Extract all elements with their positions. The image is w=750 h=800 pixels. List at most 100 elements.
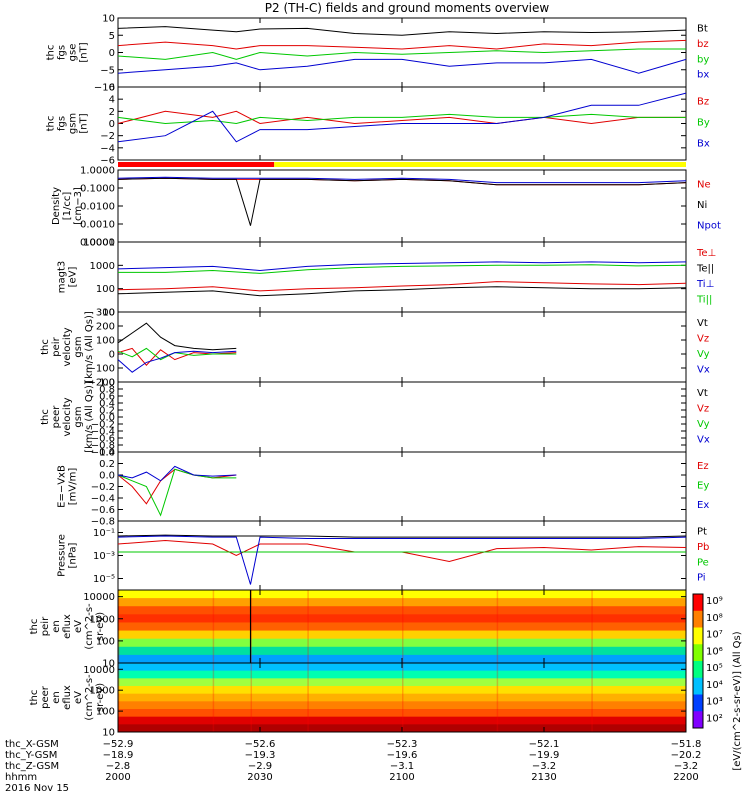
spectrogram-streak <box>118 663 120 732</box>
y-tick-label: 0.8 <box>99 385 115 396</box>
colorbar-tick-label: 10⁶ <box>706 646 723 657</box>
legend-entry: Pe <box>697 557 709 568</box>
y-axis-label: eflux <box>62 685 73 710</box>
y-tick-label: 0.1000 <box>80 184 115 195</box>
spectrogram-streak <box>402 663 404 732</box>
legend-entry: Npot <box>697 221 721 232</box>
legend-entry: Vz <box>697 403 709 414</box>
x-axis-value: 2000 <box>105 772 130 783</box>
y-axis-label: fgs <box>57 116 68 131</box>
colorbar-segment <box>693 694 703 712</box>
panel-fgs_dsl: 10 5 0 −5 −10 thc fgs gse [nT] Bt bz by bx <box>46 14 710 94</box>
y-axis-label: velocity <box>62 327 73 366</box>
series-line-Bt <box>117 26 687 36</box>
series-line-Vz <box>117 347 237 366</box>
y-axis-label: [nT] <box>79 113 90 133</box>
spectrogram-peer_eflux <box>118 663 686 733</box>
y-tick-label: 10 <box>102 659 115 670</box>
panel-density: 1.0000 0.1000 0.0100 0.0010 0.0001 Density [1/… <box>51 166 721 249</box>
panel-peir_velocity: 300 200 100 0 −100 −200 thc peir velocity gsm [km/… <box>40 308 710 389</box>
y-tick-label: −0.8 <box>91 517 115 528</box>
y-tick-label: 5 <box>109 31 115 42</box>
y-tick-label: 0.2 <box>99 459 115 470</box>
y-tick-label: 10⁻³ <box>93 551 115 562</box>
panel-frame <box>117 241 687 313</box>
x-axis-value: −52.1 <box>529 739 560 750</box>
spectrogram-band <box>118 701 686 710</box>
spectrogram-streak <box>496 590 499 663</box>
y-tick-label: 100 <box>96 336 115 347</box>
legend-entry: Vt <box>697 388 708 399</box>
y-axis-label: en <box>51 620 62 633</box>
colorbar-tick-label: 10³ <box>706 697 723 708</box>
x-axis-value: 2130 <box>531 772 556 783</box>
colorbar-tick-label: 10⁹ <box>706 596 723 607</box>
y-tick-label: 0 <box>109 350 115 361</box>
y-axis-label: sr-eV) <box>95 612 106 641</box>
y-tick-label: 0.4 <box>99 399 115 410</box>
y-axis-label: en <box>51 691 62 704</box>
y-axis-label: peer <box>40 685 51 709</box>
x-axis-value: −20.2 <box>671 750 702 761</box>
y-tick-label: −0.8 <box>91 441 115 452</box>
y-tick-label: −2 <box>100 131 115 142</box>
x-axis-row-label: hhmm <box>5 772 37 783</box>
panel-frame <box>117 169 687 243</box>
colorbar-tick-label: 10² <box>706 713 723 724</box>
y-tick-label: 100 <box>96 707 115 718</box>
legend-entry: Ez <box>697 461 709 472</box>
panel-frame <box>117 17 687 88</box>
y-axis-label: peer <box>51 405 62 429</box>
x-axis-value: −52.6 <box>245 739 276 750</box>
x-axis-value: −18.9 <box>103 750 134 761</box>
x-axis-date: 2016 Nov 15 <box>5 783 69 794</box>
series-line-Vx <box>117 350 237 373</box>
spectrogram-band <box>118 622 686 632</box>
colorbar-label: [eV/(cm^2-s-sr-eV)] (All Qs) <box>732 631 743 770</box>
y-tick-label: 10⁻⁵ <box>93 574 115 585</box>
panel-frame <box>117 451 687 522</box>
spectrogram-band <box>118 716 686 725</box>
y-tick-label: 10000 <box>83 238 115 249</box>
x-axis-value: −2.8 <box>106 761 130 772</box>
y-tick-label: −0.2 <box>91 482 115 493</box>
spectrogram-streak <box>402 590 404 663</box>
y-axis-label: peir <box>51 336 62 356</box>
y-axis-label: sr-eV) <box>95 683 106 712</box>
y-tick-label: 1000 <box>90 261 115 272</box>
y-tick-label: 0.4 <box>99 448 115 459</box>
y-axis-label: eV <box>73 620 84 633</box>
y-tick-label: 10 <box>102 308 115 319</box>
spectrogram-streak <box>591 590 593 663</box>
mode-bar-yellow <box>274 162 686 167</box>
series-line-by <box>117 48 686 60</box>
x-axis-value: 2200 <box>673 772 698 783</box>
colorbar-segment <box>693 644 703 662</box>
x-axis-value: −3.1 <box>390 761 414 772</box>
spectrogram-band <box>118 606 686 615</box>
y-axis-label: eV <box>73 691 84 704</box>
y-tick-label: 6 <box>109 83 115 94</box>
y-axis-label: thc <box>40 409 51 425</box>
legend-entry: Vx <box>697 365 710 376</box>
y-tick-label: −6 <box>100 156 115 167</box>
spectrogram-streak <box>250 663 253 732</box>
colorbar-tick-label: 10⁴ <box>706 680 723 691</box>
y-tick-label: 200 <box>96 322 115 333</box>
series-line-Ti⊥ <box>117 261 687 272</box>
y-tick-label: 0.0100 <box>80 202 115 213</box>
spectrogram-streak <box>212 590 215 663</box>
spectrogram-streak <box>496 663 499 732</box>
panel-pressure: 10⁻¹ 10⁻³ 10⁻⁵ Pressure [nPa] Pt Pb Pe Pi <box>57 520 709 591</box>
colorbar-frame <box>692 593 704 729</box>
spectrogram-band <box>118 598 686 607</box>
spectrogram-band <box>118 686 686 695</box>
y-axis-label: magt3 <box>57 261 68 294</box>
spectrogram-band <box>118 638 686 648</box>
y-tick-label: −0.4 <box>91 427 115 438</box>
series-line-Pi <box>117 535 687 585</box>
series-line-Ez <box>117 468 237 505</box>
legend-entry: bz <box>697 39 709 50</box>
legend-entry: Ex <box>697 500 709 511</box>
y-tick-label: −10 <box>94 83 115 94</box>
